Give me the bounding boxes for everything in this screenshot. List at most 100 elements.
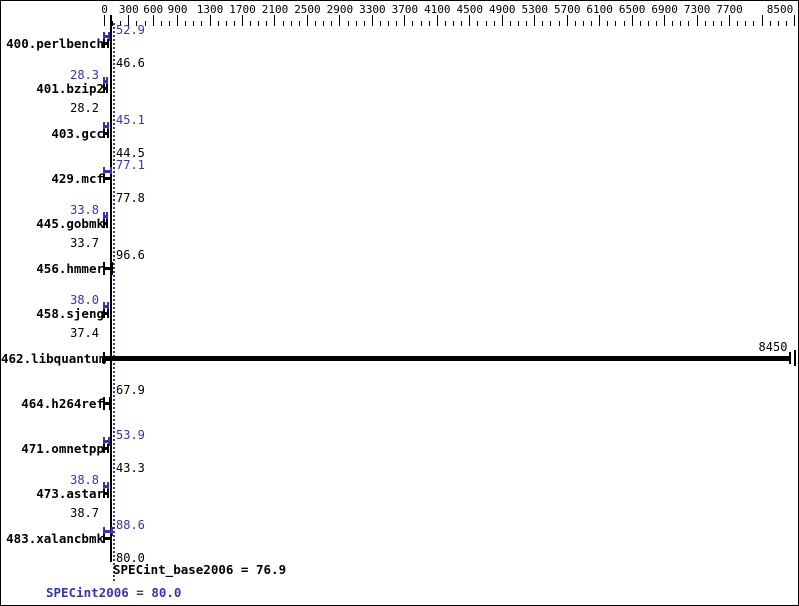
x-axis-tick-label: 2900 bbox=[326, 3, 354, 16]
x-axis-tick bbox=[664, 15, 666, 26]
base-marker-bar bbox=[104, 131, 109, 135]
base-marker-end-cap bbox=[789, 352, 792, 364]
benchmark-label: 456.hmmer bbox=[36, 261, 104, 276]
base-value-label: 28.2 bbox=[70, 101, 99, 115]
x-axis-tick bbox=[120, 21, 122, 26]
base-marker-end-cap bbox=[109, 533, 112, 543]
x-axis-tick bbox=[266, 21, 268, 26]
peak-marker-end-cap bbox=[106, 211, 109, 221]
x-axis-tick bbox=[509, 21, 511, 26]
base-marker-bar bbox=[104, 355, 791, 361]
base-mean-score-text: SPECint_base2006 = 76.9 bbox=[113, 562, 287, 577]
x-axis-tick bbox=[615, 21, 617, 26]
base-mean-reference-line bbox=[110, 15, 112, 562]
x-axis-tick bbox=[371, 15, 373, 26]
x-axis-tick bbox=[347, 21, 349, 26]
x-axis-tick bbox=[647, 21, 649, 26]
x-axis-tick bbox=[729, 15, 731, 26]
base-marker-end-cap bbox=[103, 83, 105, 93]
base-marker-bar bbox=[104, 41, 109, 45]
x-axis-tick bbox=[177, 15, 179, 26]
x-axis-tick bbox=[558, 21, 560, 26]
x-axis-tick bbox=[233, 21, 235, 26]
x-axis-tick bbox=[591, 21, 593, 26]
base-value-label: 77.8 bbox=[116, 191, 145, 205]
x-axis-tick bbox=[306, 15, 308, 26]
peak-marker-bar bbox=[104, 79, 107, 83]
x-axis-tick-label: 5300 bbox=[521, 3, 548, 16]
benchmark-label: 464.h264ref bbox=[21, 396, 104, 411]
x-axis-tick bbox=[794, 15, 795, 26]
x-axis-tick bbox=[201, 21, 203, 26]
x-axis-tick bbox=[753, 21, 755, 26]
base-marker-end-cap bbox=[107, 38, 110, 48]
x-axis-tick bbox=[582, 21, 584, 26]
x-axis-tick bbox=[574, 21, 576, 26]
base-marker-end-cap bbox=[103, 38, 105, 48]
base-value-label: 33.7 bbox=[70, 236, 99, 250]
benchmark-label: 445.gobmk bbox=[36, 216, 104, 231]
x-axis-tick bbox=[542, 21, 544, 26]
x-axis-tick bbox=[225, 21, 227, 26]
base-value-label: 38.7 bbox=[70, 506, 99, 520]
base-marker-end-cap bbox=[103, 396, 105, 410]
x-axis-tick bbox=[396, 21, 398, 26]
peak-marker-bar bbox=[104, 124, 109, 128]
base-marker-bar bbox=[104, 401, 110, 405]
x-axis-tick bbox=[355, 21, 357, 26]
peak-marker-end-cap bbox=[103, 436, 105, 446]
peak-marker-end-cap bbox=[110, 526, 113, 536]
base-marker-end-cap bbox=[109, 173, 112, 183]
x-axis-tick bbox=[152, 15, 154, 26]
base-marker-end-cap bbox=[103, 308, 105, 318]
x-axis-tick bbox=[453, 21, 455, 26]
x-axis-tick bbox=[136, 21, 138, 26]
x-axis-tick bbox=[477, 21, 479, 26]
peak-mean-score-text: SPECint2006 = 80.0 bbox=[46, 585, 182, 600]
x-axis-tick bbox=[388, 21, 390, 26]
x-axis-tick bbox=[785, 21, 787, 26]
x-axis-tick-label: 300 bbox=[118, 3, 139, 16]
peak-marker-end-cap bbox=[103, 121, 105, 131]
x-axis-tick bbox=[696, 15, 698, 26]
peak-marker-end-cap bbox=[103, 481, 105, 491]
base-value-label: 96.6 bbox=[116, 248, 145, 262]
x-axis-tick bbox=[550, 21, 552, 26]
x-axis-tick bbox=[526, 21, 528, 26]
benchmark-label: 400.perlbench bbox=[6, 36, 104, 51]
x-axis-tick bbox=[777, 21, 779, 26]
peak-value-label: 38.0 bbox=[70, 293, 99, 307]
x-axis-tick bbox=[737, 21, 739, 26]
base-marker-bar bbox=[104, 176, 111, 180]
x-axis-tick bbox=[128, 15, 130, 26]
base-value-label: 8450 bbox=[758, 340, 788, 354]
x-axis-tick bbox=[672, 21, 674, 26]
x-axis-tick-label: 600 bbox=[143, 3, 164, 16]
base-marker-end-cap bbox=[107, 128, 110, 138]
x-axis-tick bbox=[193, 21, 195, 26]
x-axis-tick bbox=[315, 21, 317, 26]
x-axis-tick bbox=[745, 21, 747, 26]
base-marker-bar bbox=[104, 311, 108, 315]
peak-marker-bar bbox=[104, 34, 109, 38]
x-axis-tick bbox=[242, 15, 243, 26]
base-marker-end-cap bbox=[106, 218, 109, 228]
x-axis-tick bbox=[566, 15, 568, 26]
peak-marker-end-cap bbox=[106, 301, 109, 311]
base-marker-bar bbox=[104, 491, 108, 495]
peak-marker-end-cap bbox=[103, 301, 105, 311]
peak-marker-end-cap bbox=[109, 166, 112, 176]
x-axis-tick bbox=[209, 15, 211, 26]
x-axis-tick bbox=[298, 21, 300, 26]
x-axis-tick-label: 900 bbox=[167, 3, 188, 16]
x-axis-tick bbox=[444, 21, 446, 26]
base-value-label: 37.4 bbox=[70, 326, 99, 340]
x-axis-tick bbox=[185, 21, 187, 26]
x-axis-tick bbox=[534, 15, 536, 26]
x-axis-tick bbox=[168, 21, 170, 26]
x-axis-tick bbox=[656, 21, 657, 26]
peak-value-label: 33.8 bbox=[70, 203, 99, 217]
x-axis-tick bbox=[469, 15, 471, 26]
x-axis-tick-label: 0 bbox=[101, 3, 108, 16]
